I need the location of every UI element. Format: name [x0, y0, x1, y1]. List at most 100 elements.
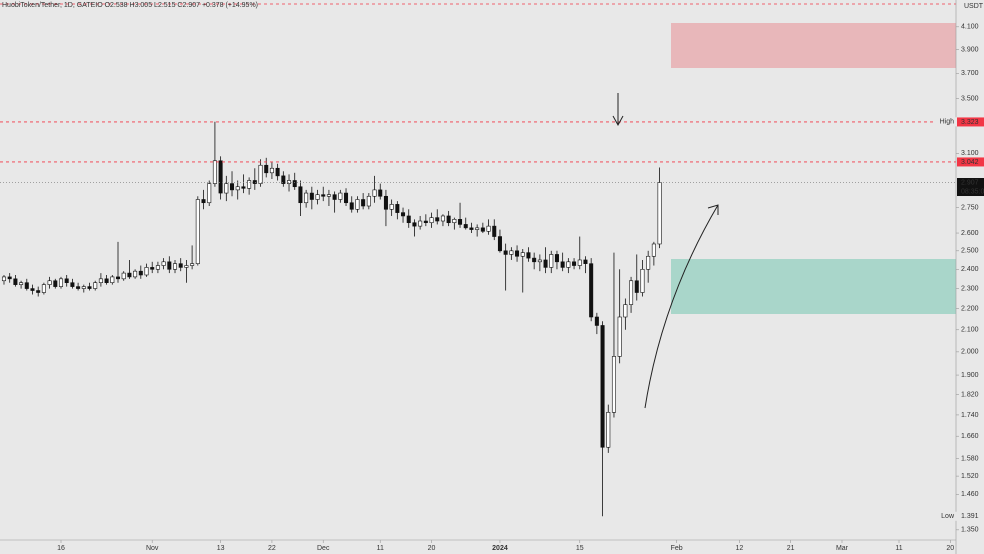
candle-body	[469, 227, 474, 230]
candle-body	[372, 189, 377, 197]
candle-body	[560, 261, 565, 268]
candle-body	[463, 224, 468, 229]
candle-body	[281, 175, 286, 184]
candle-body	[600, 325, 605, 448]
candle-body	[218, 160, 223, 194]
candle-body	[577, 259, 582, 266]
candle-body	[212, 160, 217, 184]
candle-body	[492, 225, 497, 237]
x-tick-label: 21	[787, 545, 795, 552]
candle-body	[526, 252, 531, 259]
candle-body	[47, 280, 52, 285]
candle-body	[458, 219, 463, 225]
y-tick-label: 1.820	[961, 391, 979, 398]
price-tag-label: 1.391	[961, 513, 979, 520]
candle-body	[549, 254, 554, 268]
candle-body	[230, 183, 235, 191]
candle-body	[110, 276, 115, 283]
candle-body	[1, 276, 7, 282]
candle-body	[503, 250, 508, 255]
candle-body	[623, 304, 628, 318]
y-tick-label: 2.500	[961, 248, 979, 255]
candle-body	[292, 180, 297, 188]
candle-body	[537, 259, 542, 263]
candle-body	[486, 225, 491, 232]
high: H3.005	[130, 2, 153, 9]
candle-body	[480, 227, 485, 232]
x-tick-label: 11	[895, 545, 902, 552]
candle-body	[70, 282, 75, 287]
x-tick-label: 15	[576, 545, 584, 552]
price-tag-name-bg	[936, 511, 957, 521]
low: L2.515	[154, 2, 176, 9]
axes: 4.100 3.900 3.700 3.500 3.100 2.750 2.600 2.500…	[57, 24, 984, 552]
candle-body	[344, 192, 349, 204]
candle-body	[332, 194, 337, 200]
candle-body	[532, 257, 537, 263]
candle-body	[304, 192, 309, 204]
candle-body	[178, 263, 183, 268]
candle-body	[395, 204, 400, 213]
candle-body	[58, 278, 64, 287]
y-tick-label: 2.200	[961, 306, 979, 313]
candle-body	[287, 180, 292, 184]
y-tick-label: 2.750	[961, 204, 979, 211]
candle-body	[366, 195, 371, 207]
candle-body	[93, 282, 98, 289]
y-tick-label: 1.350	[961, 527, 979, 534]
candle-body	[361, 199, 366, 207]
x-tick-label: 2024	[492, 545, 508, 552]
open: O2.538	[105, 2, 128, 9]
candle-body	[401, 212, 406, 217]
y-tick-label: 2.100	[961, 327, 979, 334]
x-tick-label: Mar	[836, 545, 849, 552]
y-tick-label: 1.580	[961, 455, 979, 462]
candle-body	[19, 282, 24, 285]
supply-zone	[671, 23, 956, 68]
price-tag-name: High	[940, 119, 955, 126]
price-tag-name-bg	[936, 117, 957, 127]
candle-body	[138, 270, 143, 276]
price-tag	[957, 117, 984, 127]
candle-body	[167, 261, 172, 270]
candle-body	[572, 261, 577, 266]
symbol: HuobiToken/Tether, 1D, GATEIO	[2, 2, 103, 9]
y-tick-label: 3.900	[961, 46, 979, 53]
candle-body	[406, 215, 411, 224]
candle-body	[298, 186, 303, 204]
candle-body	[435, 217, 440, 222]
candle-body	[554, 254, 559, 263]
candle-body	[195, 199, 200, 264]
change: +0.378 (+14.95%)	[202, 2, 258, 9]
x-tick-label: 20	[428, 545, 436, 552]
candle-body	[36, 290, 41, 293]
candle-body	[321, 194, 326, 197]
candle-body	[121, 272, 126, 280]
candle-body	[475, 227, 480, 230]
header: HuobiToken/Tether, 1D, GATEIO O2.538 H3.…	[2, 2, 258, 9]
candle-body	[583, 259, 588, 264]
candle-body	[115, 276, 121, 280]
candle-body	[155, 265, 160, 270]
candle-body	[98, 278, 103, 283]
candle-body	[104, 278, 109, 283]
candle-body	[497, 236, 502, 252]
y-tick-label: 1.660	[961, 433, 979, 440]
x-tick-label: 22	[268, 545, 276, 552]
candle-body	[224, 183, 229, 194]
y-tick-label: 1.900	[961, 372, 979, 379]
x-tick-label: 13	[217, 545, 225, 552]
candle-body	[640, 268, 645, 293]
y-tick-label: 2.000	[961, 349, 979, 356]
candle-body	[423, 220, 428, 224]
countdown: 08:35:0	[961, 188, 984, 195]
candle-body	[383, 195, 388, 210]
y-tick-label: 3.500	[961, 95, 979, 102]
candle-body	[355, 199, 360, 210]
down-arrow	[612, 93, 624, 127]
candle-body	[606, 412, 611, 448]
candle-body	[634, 280, 639, 293]
candle-body	[446, 215, 451, 224]
candle-body	[24, 282, 29, 289]
candle-body	[144, 267, 149, 276]
